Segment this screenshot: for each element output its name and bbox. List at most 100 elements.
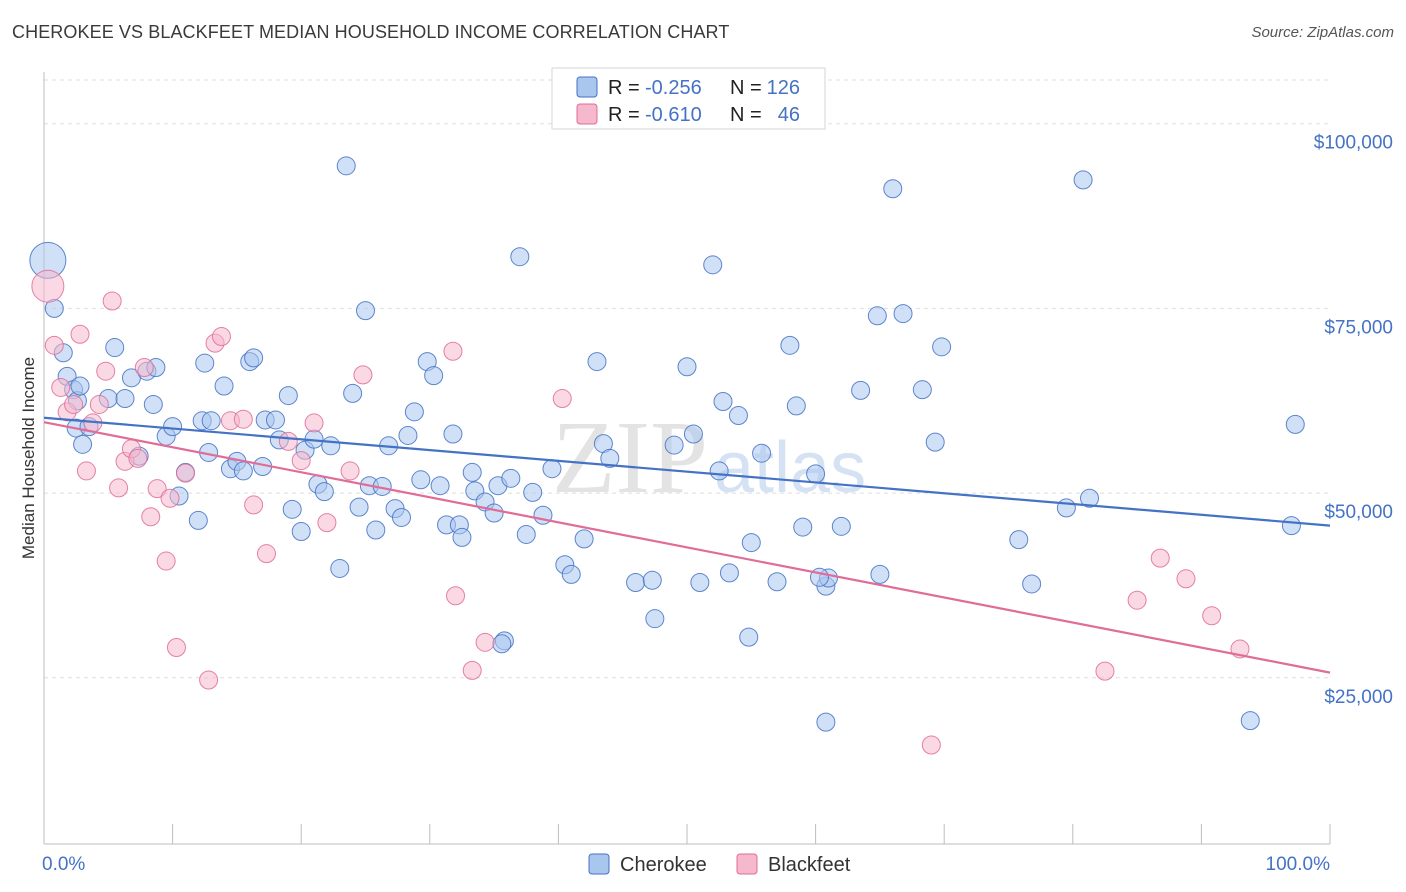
cherokee-point-74: [510, 247, 530, 267]
cherokee-point-60: [424, 366, 444, 386]
blackfeet-point-20: [166, 637, 186, 657]
legend-r-value-blackfeet: -0.610: [645, 104, 702, 126]
cherokee-point-116: [1009, 530, 1029, 550]
cherokee-point-57: [404, 402, 424, 422]
cherokee-point-103: [793, 517, 813, 537]
legend-n-value-blackfeet: 46: [778, 104, 800, 126]
cherokee-point-121: [816, 712, 836, 732]
blackfeet-point-1: [44, 335, 64, 355]
cherokee-point-90: [683, 424, 703, 444]
blackfeet-point-36: [446, 586, 466, 606]
watermark-zip: ZIP: [552, 400, 708, 515]
cherokee-point-65: [452, 527, 472, 547]
axes: [43, 72, 1331, 845]
cherokee-point-44: [321, 436, 341, 456]
cherokee-point-27: [214, 376, 234, 396]
blackfeet-point-21: [175, 463, 195, 483]
blackfeet-point-37: [462, 660, 482, 680]
cherokee-point-86: [642, 570, 662, 590]
cherokee-point-81: [574, 529, 594, 549]
legend-swatch-blackfeet: [576, 103, 598, 125]
cherokee-point-108: [851, 380, 871, 400]
cherokee-point-22: [188, 510, 208, 530]
x-tick-label-left: 0.0%: [42, 854, 85, 875]
cherokee-point-87: [645, 609, 665, 629]
cherokee-point-25: [195, 353, 215, 373]
blackfeet-point-26: [233, 409, 253, 429]
bottom-legend-label-blackfeet: Blackfeet: [768, 854, 851, 876]
cherokee-point-69: [484, 503, 504, 523]
blackfeet-point-6: [76, 461, 96, 481]
cherokee-trend-line: [43, 416, 1331, 527]
legend-r-label-cherokee: R =: [608, 77, 640, 99]
cherokee-point-123: [1281, 516, 1301, 536]
blackfeet-point-19: [160, 488, 180, 508]
cherokee-point-96: [728, 406, 748, 426]
cherokee-point-56: [398, 425, 418, 445]
cherokee-point-51: [366, 520, 386, 540]
cherokee-point-12: [115, 389, 135, 409]
cherokee-point-35: [265, 410, 285, 430]
cherokee-point-118: [1056, 498, 1076, 518]
cherokee-point-97: [739, 627, 759, 647]
cherokee-point-8: [73, 434, 93, 454]
cherokee-point-61: [430, 476, 450, 496]
legend-r-value-cherokee: -0.256: [645, 77, 702, 99]
cherokee-point-119: [1073, 170, 1093, 190]
blackfeet-point-2: [51, 377, 71, 397]
cherokee-point-63: [443, 424, 463, 444]
blackfeet-point-27: [244, 495, 264, 515]
trend-lines: [43, 416, 1331, 674]
blackfeet-point-8: [89, 394, 109, 414]
cherokee-point-110: [870, 564, 890, 584]
cherokee-point-107: [831, 516, 851, 536]
cherokee-point-113: [912, 380, 932, 400]
cherokee-point-117: [1022, 574, 1042, 594]
legend-r-label-blackfeet: R =: [608, 104, 640, 126]
cherokee-point-48: [349, 497, 369, 517]
cherokee-point-19: [163, 417, 183, 437]
x-tick-label-right: 100.0%: [1266, 854, 1331, 875]
blackfeet-point-18: [156, 551, 176, 571]
blackfeet-point-43: [1150, 548, 1170, 568]
cherokee-point-104: [806, 464, 826, 484]
cherokee-point-30: [233, 461, 253, 481]
blackfeet-point-10: [102, 291, 122, 311]
blackfeet-point-16: [141, 507, 161, 527]
cherokee-point-115: [932, 337, 952, 357]
bottom-legend: Cherokee Blackfeet: [588, 853, 851, 876]
cherokee-point-80: [561, 564, 581, 584]
blackfeet-point-39: [552, 389, 572, 409]
blackfeet-point-24: [211, 326, 231, 346]
cherokee-point-112: [893, 304, 913, 324]
cherokee-point-101: [780, 335, 800, 355]
y-tick-labels: $25,000 $50,000 $75,000 $100,000: [1314, 133, 1393, 708]
blackfeet-point-11: [109, 478, 129, 498]
cherokee-point-46: [336, 156, 356, 176]
blackfeet-point-30: [291, 451, 311, 471]
cherokee-point-98: [741, 533, 761, 553]
cherokee-point-37: [278, 386, 298, 406]
blackfeet-point-22: [199, 670, 219, 690]
blackfeet-point-15: [134, 358, 154, 378]
bottom-legend-swatch-blackfeet: [736, 853, 758, 875]
cherokee-points: [29, 156, 1305, 732]
blackfeet-point-38: [475, 632, 495, 652]
blackfeet-point-32: [317, 513, 337, 533]
bottom-legend-swatch-cherokee: [588, 853, 610, 875]
cherokee-point-45: [330, 558, 350, 578]
cherokee-point-124: [1285, 414, 1305, 434]
cherokee-point-43: [314, 482, 334, 502]
blackfeet-point-42: [1127, 590, 1147, 610]
cherokee-point-84: [600, 448, 620, 468]
bottom-legend-label-cherokee: Cherokee: [620, 854, 707, 876]
blackfeet-point-45: [1202, 606, 1222, 626]
cherokee-point-16: [143, 394, 163, 414]
cherokee-point-76: [523, 482, 543, 502]
blackfeet-point-33: [340, 461, 360, 481]
blackfeet-point-4: [64, 394, 84, 414]
watermark: ZIP atlas: [552, 400, 866, 515]
blackfeet-point-29: [278, 431, 298, 451]
legend-n-value-cherokee: 126: [767, 77, 800, 99]
cherokee-point-32: [244, 348, 264, 368]
